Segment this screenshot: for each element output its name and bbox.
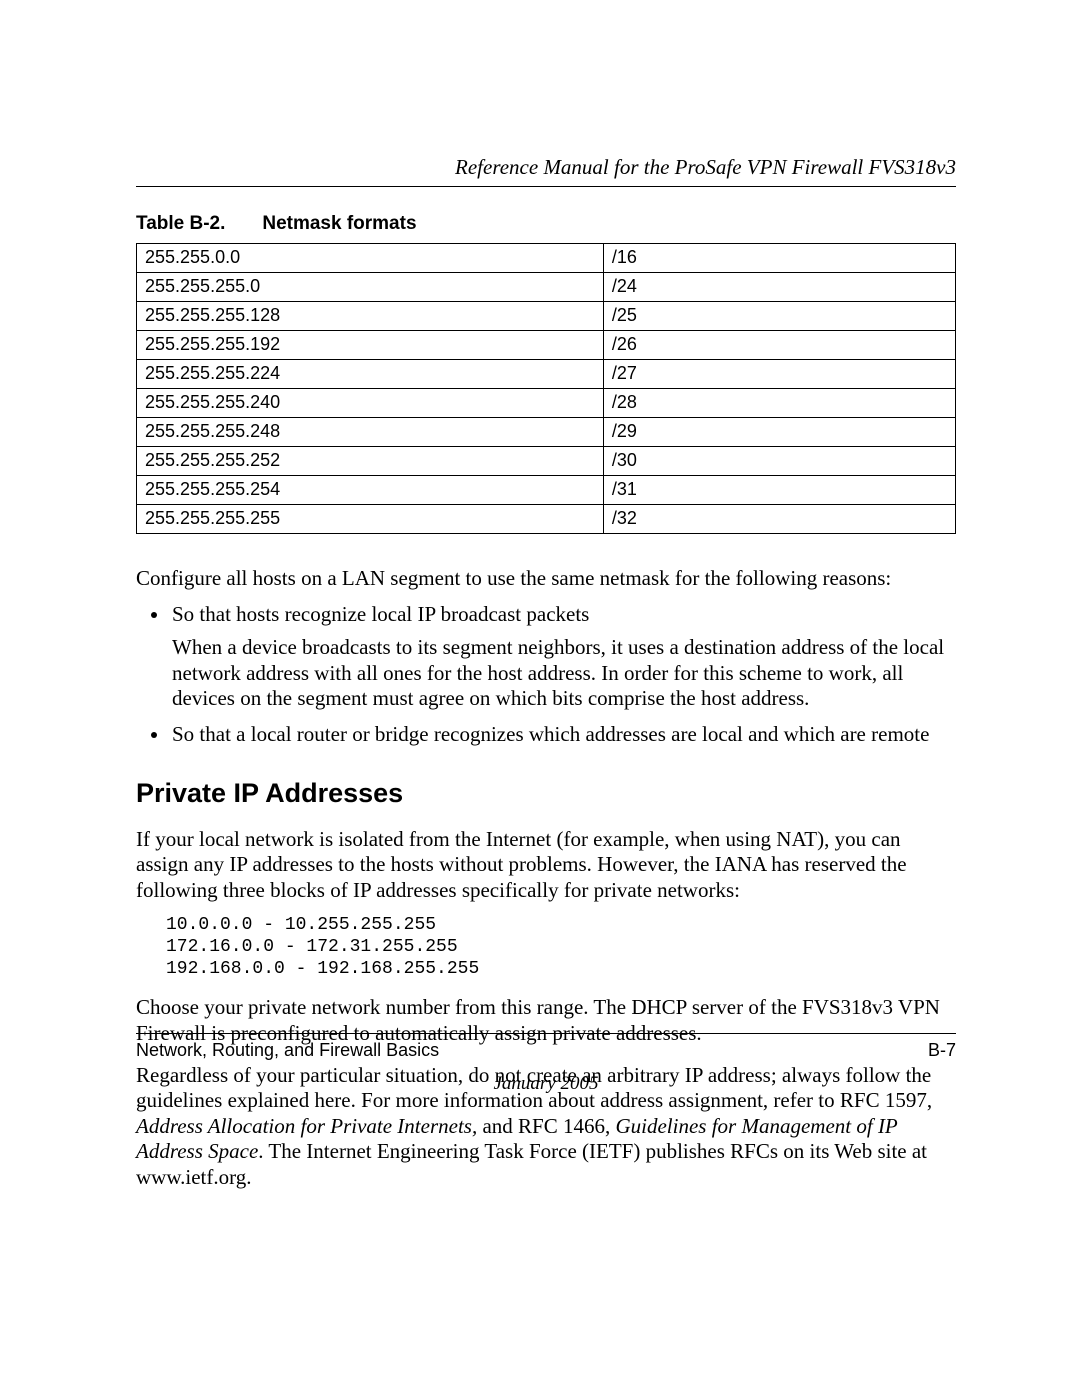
italic-run: Address Allocation for Private Internets…	[136, 1114, 477, 1138]
bullet-list: So that hosts recognize local IP broadca…	[136, 602, 956, 748]
netmask-table: 255.255.0.0/16255.255.255.0/24255.255.25…	[136, 243, 956, 534]
table-row: 255.255.255.224/27	[137, 360, 956, 389]
cell-cidr: /16	[603, 244, 955, 273]
cell-netmask: 255.255.255.224	[137, 360, 604, 389]
cell-cidr: /31	[603, 476, 955, 505]
cell-netmask: 255.255.0.0	[137, 244, 604, 273]
cell-netmask: 255.255.255.0	[137, 273, 604, 302]
footer-row: Network, Routing, and Firewall Basics B-…	[136, 1040, 956, 1061]
page-footer: Network, Routing, and Firewall Basics B-…	[136, 1033, 956, 1095]
cell-netmask: 255.255.255.255	[137, 505, 604, 534]
cell-cidr: /25	[603, 302, 955, 331]
table-row: 255.255.255.128/25	[137, 302, 956, 331]
netmask-table-body: 255.255.0.0/16255.255.255.0/24255.255.25…	[137, 244, 956, 534]
table-row: 255.255.255.248/29	[137, 418, 956, 447]
page: Reference Manual for the ProSafe VPN Fir…	[0, 0, 1080, 1397]
table-row: 255.255.255.252/30	[137, 447, 956, 476]
table-row: 255.255.255.240/28	[137, 389, 956, 418]
table-row: 255.255.255.0/24	[137, 273, 956, 302]
table-row: 255.255.255.255/32	[137, 505, 956, 534]
list-item: So that hosts recognize local IP broadca…	[170, 602, 956, 712]
cell-cidr: /24	[603, 273, 955, 302]
cell-netmask: 255.255.255.128	[137, 302, 604, 331]
cell-cidr: /27	[603, 360, 955, 389]
table-row: 255.255.0.0/16	[137, 244, 956, 273]
table-caption-label: Table B-2.	[136, 213, 225, 234]
footer-page-number: B-7	[928, 1040, 956, 1061]
list-item-lead: So that hosts recognize local IP broadca…	[172, 602, 956, 628]
footer-rule	[136, 1033, 956, 1034]
cell-netmask: 255.255.255.192	[137, 331, 604, 360]
cell-cidr: /30	[603, 447, 955, 476]
cell-cidr: /32	[603, 505, 955, 534]
table-row: 255.255.255.192/26	[137, 331, 956, 360]
cell-cidr: /28	[603, 389, 955, 418]
table-caption-title: Netmask formats	[262, 213, 416, 234]
cell-netmask: 255.255.255.254	[137, 476, 604, 505]
cell-netmask: 255.255.255.252	[137, 447, 604, 476]
running-header: Reference Manual for the ProSafe VPN Fir…	[136, 155, 956, 180]
list-item-body: When a device broadcasts to its segment …	[172, 635, 956, 712]
code-block-ip-ranges: 10.0.0.0 - 10.255.255.255 172.16.0.0 - 1…	[166, 915, 956, 981]
table-row: 255.255.255.254/31	[137, 476, 956, 505]
footer-section-title: Network, Routing, and Firewall Basics	[136, 1040, 439, 1061]
header-rule	[136, 186, 956, 187]
paragraph-intro: Configure all hosts on a LAN segment to …	[136, 566, 956, 592]
paragraph-private-intro: If your local network is isolated from t…	[136, 827, 956, 904]
cell-netmask: 255.255.255.240	[137, 389, 604, 418]
table-caption: Table B-2. Netmask formats	[136, 213, 956, 235]
section-heading-private-ip: Private IP Addresses	[136, 778, 956, 809]
cell-cidr: /26	[603, 331, 955, 360]
list-item-lead: So that a local router or bridge recogni…	[172, 722, 956, 748]
text-run: and RFC 1466,	[477, 1114, 615, 1138]
list-item: So that a local router or bridge recogni…	[170, 722, 956, 748]
footer-date: January 2005	[136, 1073, 956, 1095]
cell-cidr: /29	[603, 418, 955, 447]
cell-netmask: 255.255.255.248	[137, 418, 604, 447]
